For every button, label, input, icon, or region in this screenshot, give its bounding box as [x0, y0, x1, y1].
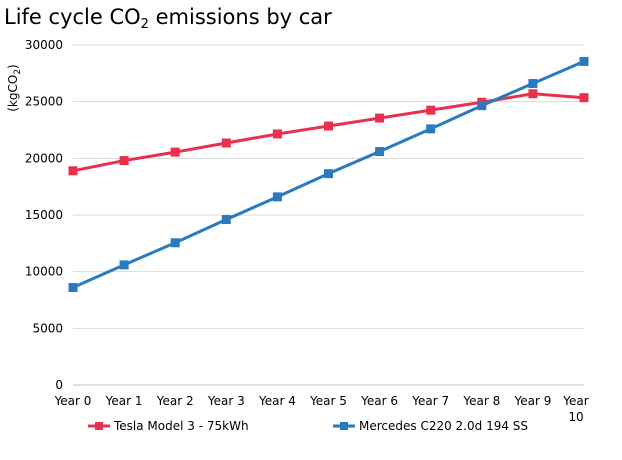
y-axis-label: (kgCO2)	[6, 64, 23, 112]
chart-title: Life cycle CO2 emissions by car	[4, 5, 332, 32]
data-point	[579, 56, 589, 66]
data-point	[170, 147, 180, 157]
data-point	[426, 105, 436, 115]
data-point	[528, 89, 538, 99]
x-tick-label: Year 4	[258, 394, 296, 408]
data-point	[477, 101, 487, 111]
data-point	[119, 260, 129, 270]
y-tick-label: 0	[55, 378, 63, 392]
legend-swatch-marker	[340, 422, 348, 430]
legend-swatch-marker	[95, 422, 103, 430]
data-point	[528, 79, 538, 89]
y-tick-label: 10000	[25, 265, 63, 279]
x-tick-label: Year 1	[105, 394, 143, 408]
x-tick-label: Year 7	[411, 394, 449, 408]
data-point	[272, 129, 282, 139]
data-point	[68, 283, 78, 293]
data-point	[68, 166, 78, 176]
legend-label: Mercedes C220 2.0d 194 SS	[359, 419, 528, 433]
x-tick-labels: Year 0 Year 1 Year 2 Year 3 Year 4 Year 5 Year…	[54, 394, 589, 424]
x-tick-label: Year 10	[562, 394, 588, 424]
y-tick-labels: 0 5000 10000 15000 20000 25000 30000	[25, 38, 63, 392]
legend-item-2: Mercedes C220 2.0d 194 SS	[333, 419, 528, 433]
data-point	[221, 215, 231, 225]
x-tick-label: Year 2	[156, 394, 194, 408]
data-point	[579, 93, 589, 103]
y-tick-label: 5000	[32, 321, 63, 335]
x-tick-label: Year 8	[462, 394, 500, 408]
series	[68, 56, 589, 293]
legend: Tesla Model 3 - 75kWh Mercedes C220 2.0d …	[88, 419, 528, 433]
data-point	[324, 169, 333, 179]
gridlines	[73, 44, 584, 329]
data-point	[375, 113, 385, 123]
y-tick-label: 25000	[25, 95, 63, 109]
y-tick-label: 15000	[25, 208, 63, 222]
x-tick-label: Year 5	[309, 394, 347, 408]
x-tick-label: Year 6	[360, 394, 398, 408]
data-point	[170, 238, 180, 248]
x-tick-label: Year 9	[513, 394, 551, 408]
data-point	[272, 192, 282, 202]
data-point	[426, 124, 436, 134]
legend-item-1: Tesla Model 3 - 75kWh	[88, 419, 249, 433]
data-point	[119, 156, 129, 166]
data-point	[324, 121, 333, 131]
title-subscript: 2	[140, 17, 149, 32]
y-tick-label: 20000	[25, 151, 63, 165]
data-point	[375, 147, 385, 157]
legend-label: Tesla Model 3 - 75kWh	[113, 419, 249, 433]
y-tick-label: 30000	[25, 38, 63, 52]
data-point	[221, 138, 231, 148]
series-2	[68, 56, 589, 293]
series-line	[72, 92, 585, 173]
x-tick-label: Year 3	[207, 394, 245, 408]
x-tick-label: Year 0	[54, 394, 92, 408]
y-axis-title: (kgCO2)	[6, 64, 23, 112]
